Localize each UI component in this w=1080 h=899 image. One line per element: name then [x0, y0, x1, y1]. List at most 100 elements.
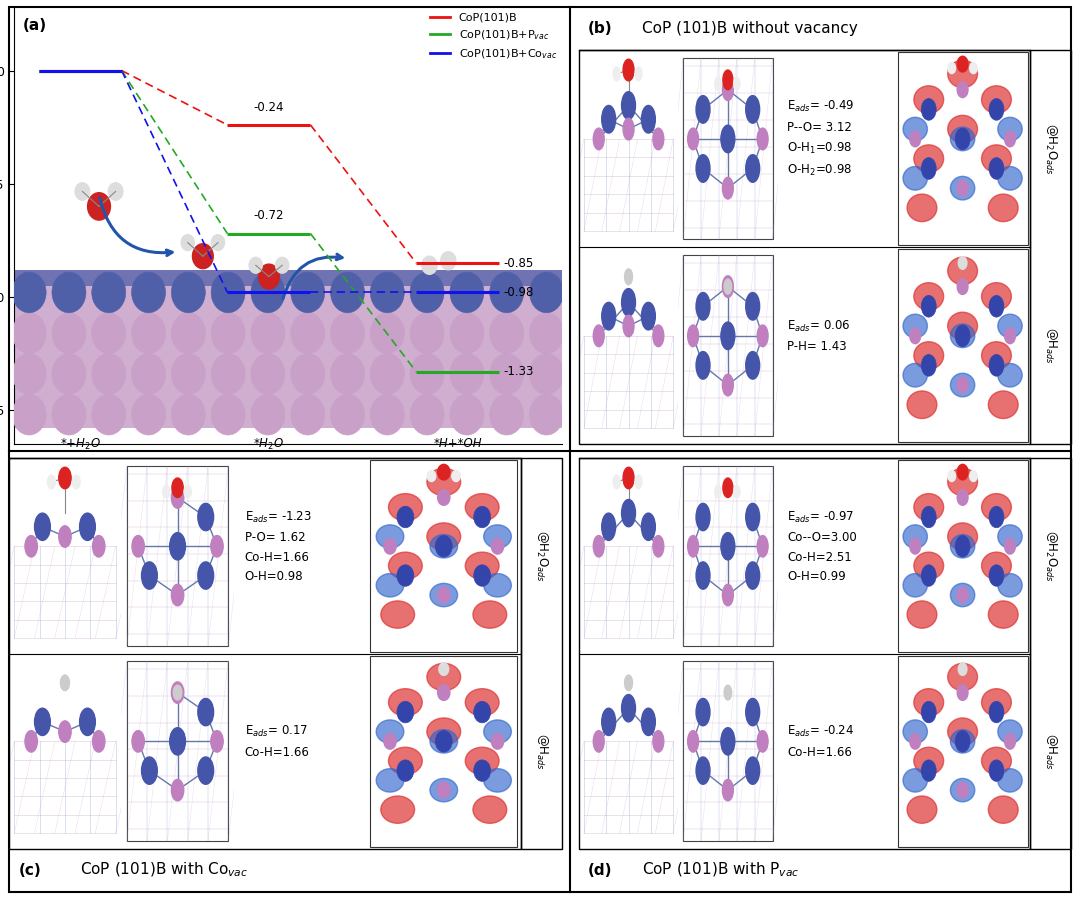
Ellipse shape	[465, 494, 499, 521]
Circle shape	[909, 131, 920, 147]
Text: -0.24: -0.24	[254, 101, 284, 113]
Circle shape	[211, 272, 245, 313]
FancyBboxPatch shape	[684, 58, 772, 239]
Circle shape	[723, 374, 733, 396]
Circle shape	[745, 95, 759, 123]
Ellipse shape	[998, 363, 1022, 387]
Circle shape	[370, 272, 404, 313]
Circle shape	[697, 757, 710, 784]
Circle shape	[383, 539, 396, 554]
Circle shape	[653, 325, 664, 347]
Text: CoP (101)B with P$_{vac}$: CoP (101)B with P$_{vac}$	[643, 861, 799, 879]
Ellipse shape	[376, 574, 404, 597]
Circle shape	[211, 395, 245, 435]
Ellipse shape	[914, 145, 944, 173]
Ellipse shape	[998, 314, 1022, 338]
Circle shape	[593, 325, 604, 347]
Circle shape	[1004, 734, 1015, 749]
Circle shape	[653, 536, 664, 557]
Circle shape	[602, 105, 616, 133]
Circle shape	[723, 70, 733, 90]
Circle shape	[721, 532, 734, 560]
Ellipse shape	[903, 525, 928, 548]
Circle shape	[198, 503, 214, 530]
Circle shape	[529, 313, 564, 353]
Circle shape	[697, 352, 710, 379]
Circle shape	[141, 757, 158, 784]
Ellipse shape	[389, 747, 422, 775]
Circle shape	[1004, 131, 1015, 147]
Circle shape	[602, 302, 616, 330]
Circle shape	[35, 708, 51, 735]
Ellipse shape	[948, 663, 977, 690]
Ellipse shape	[982, 85, 1011, 113]
Ellipse shape	[389, 494, 422, 521]
Circle shape	[330, 313, 365, 353]
Circle shape	[291, 272, 325, 313]
Circle shape	[172, 486, 184, 508]
Circle shape	[52, 272, 86, 313]
Circle shape	[622, 695, 635, 722]
Circle shape	[132, 536, 145, 557]
Circle shape	[921, 99, 936, 120]
Circle shape	[211, 353, 245, 395]
Circle shape	[921, 565, 936, 586]
Circle shape	[58, 721, 71, 743]
Circle shape	[970, 63, 977, 74]
Circle shape	[697, 95, 710, 123]
Text: (b): (b)	[588, 22, 612, 36]
Circle shape	[291, 353, 325, 395]
Circle shape	[1004, 539, 1015, 554]
Circle shape	[275, 257, 288, 273]
Circle shape	[697, 503, 710, 530]
Circle shape	[745, 352, 759, 379]
Circle shape	[211, 731, 224, 752]
Circle shape	[957, 587, 968, 603]
Circle shape	[909, 328, 920, 343]
Circle shape	[757, 325, 768, 347]
Circle shape	[58, 526, 71, 547]
Ellipse shape	[950, 779, 975, 802]
Ellipse shape	[982, 342, 1011, 369]
Ellipse shape	[982, 747, 1011, 775]
Text: @H$_{ads}$: @H$_{ads}$	[1043, 327, 1058, 364]
Ellipse shape	[950, 176, 975, 200]
Ellipse shape	[376, 769, 404, 792]
Ellipse shape	[376, 720, 404, 743]
Circle shape	[957, 378, 968, 393]
Circle shape	[198, 562, 214, 589]
Circle shape	[397, 760, 414, 781]
Ellipse shape	[465, 747, 499, 775]
Circle shape	[955, 731, 970, 752]
Circle shape	[198, 699, 214, 725]
Ellipse shape	[465, 552, 499, 580]
Circle shape	[291, 395, 325, 435]
Ellipse shape	[389, 552, 422, 580]
Circle shape	[397, 701, 414, 723]
Circle shape	[132, 272, 165, 313]
Circle shape	[251, 272, 285, 313]
Circle shape	[410, 395, 444, 435]
Ellipse shape	[914, 282, 944, 310]
Text: CoP (101)B without vacancy: CoP (101)B without vacancy	[643, 22, 858, 36]
Circle shape	[642, 105, 656, 133]
Ellipse shape	[914, 552, 944, 580]
Ellipse shape	[427, 663, 461, 690]
Circle shape	[489, 395, 524, 435]
Circle shape	[12, 395, 46, 435]
Circle shape	[172, 478, 184, 497]
Circle shape	[623, 119, 634, 140]
Circle shape	[132, 395, 165, 435]
FancyBboxPatch shape	[684, 255, 772, 436]
Circle shape	[76, 182, 90, 200]
Circle shape	[52, 395, 86, 435]
Ellipse shape	[914, 494, 944, 521]
Circle shape	[989, 296, 1004, 317]
Ellipse shape	[982, 689, 1011, 716]
Circle shape	[989, 506, 1004, 528]
Circle shape	[435, 536, 453, 557]
Circle shape	[957, 685, 968, 700]
Circle shape	[642, 302, 656, 330]
Ellipse shape	[914, 747, 944, 775]
Circle shape	[181, 235, 194, 251]
